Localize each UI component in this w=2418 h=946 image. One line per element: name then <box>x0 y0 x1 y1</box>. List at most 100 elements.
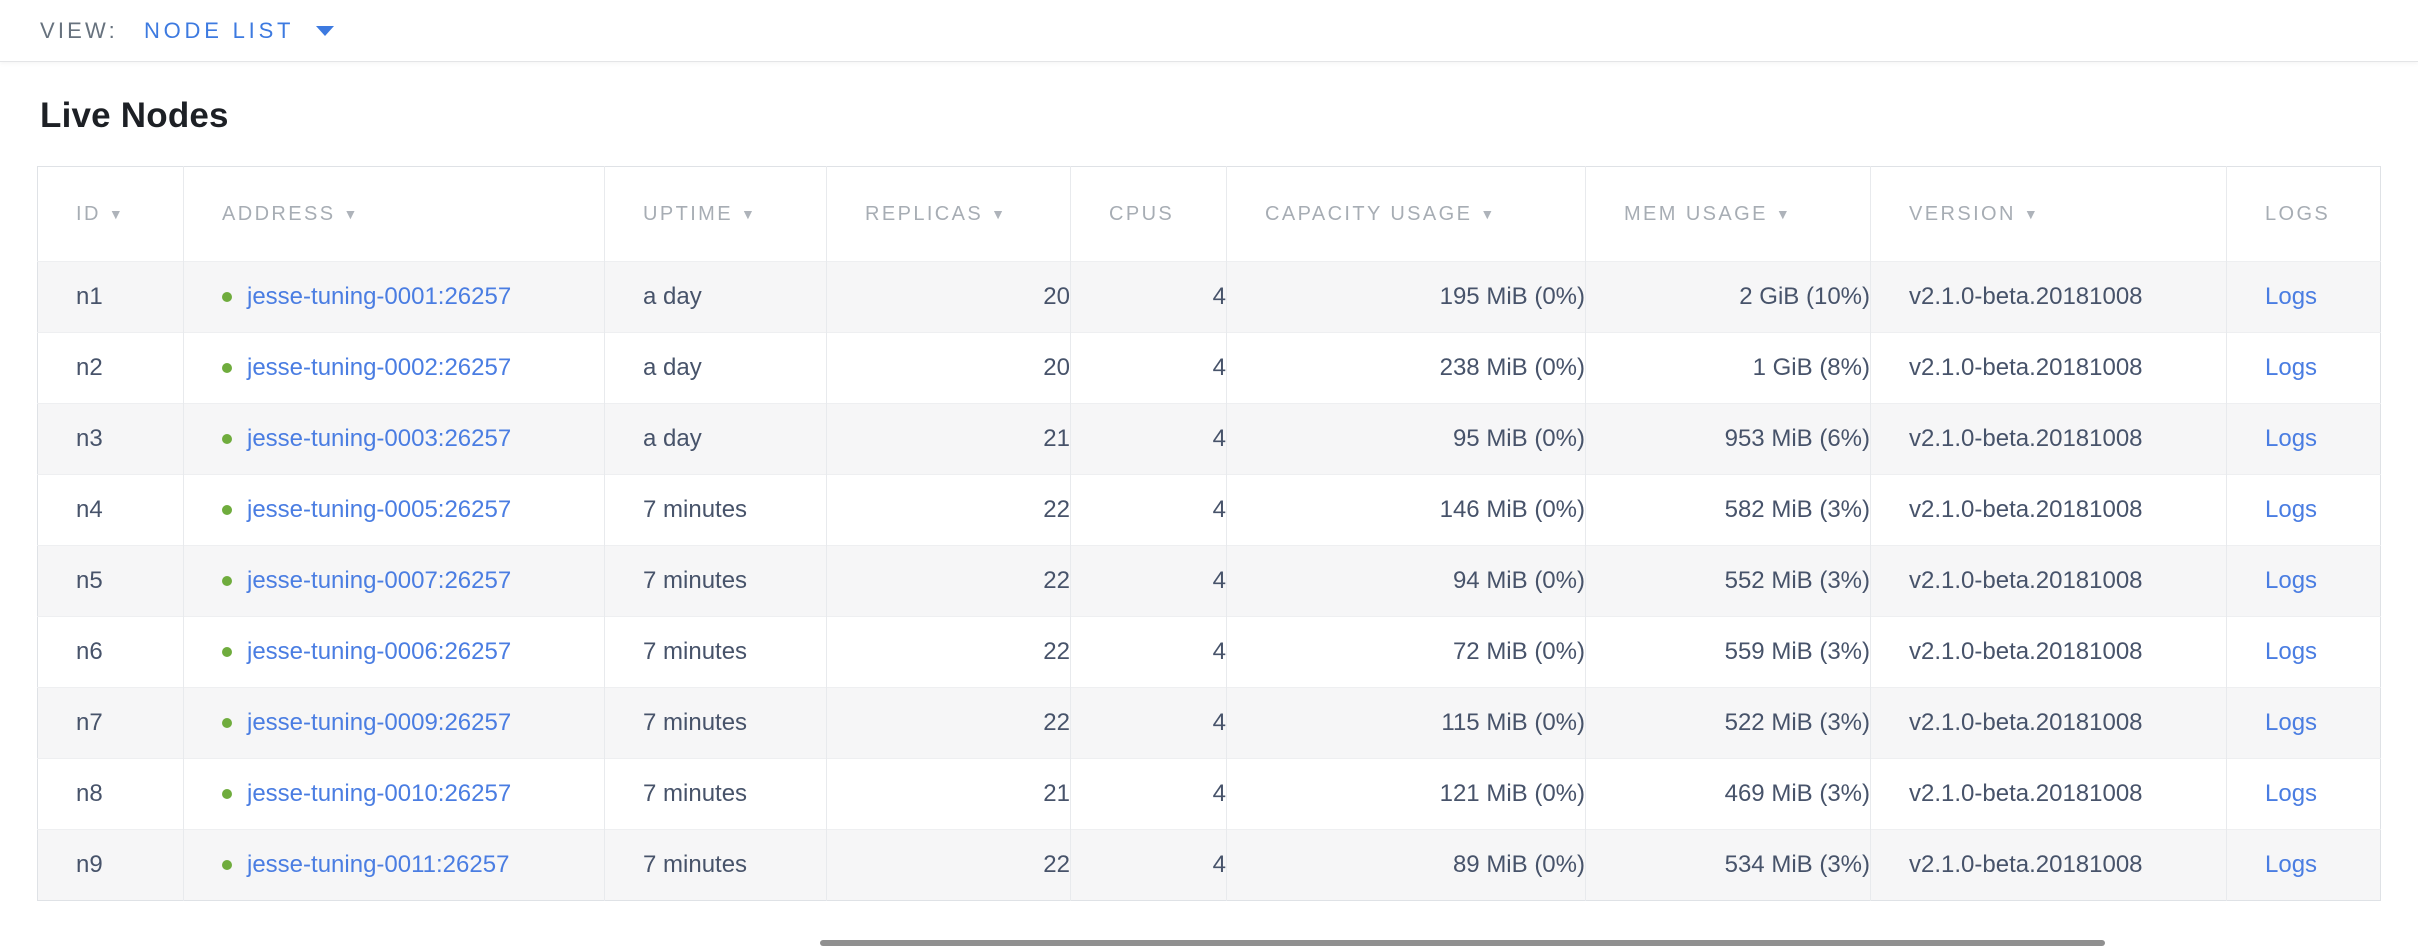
sort-desc-icon: ▼ <box>108 205 126 222</box>
column-header-label: VERSION <box>1909 202 2016 225</box>
node-uptime-cell: 7 minutes <box>604 687 827 759</box>
logs-link[interactable]: Logs <box>2265 354 2318 381</box>
node-live-status-icon <box>222 718 232 728</box>
logs-link[interactable]: Logs <box>2265 709 2318 736</box>
column-header-address[interactable]: ADDRESS ▼ <box>183 166 605 262</box>
horizontal-scrollbar[interactable] <box>820 940 2105 946</box>
node-id-cell: n4 <box>37 474 184 546</box>
column-header-mem-usage[interactable]: MEM USAGE ▼ <box>1585 166 1871 262</box>
node-address-link[interactable]: jesse-tuning-0006:26257 <box>247 638 512 665</box>
node-logs-cell: Logs <box>2226 545 2381 617</box>
node-logs-cell: Logs <box>2226 616 2381 688</box>
logs-link[interactable]: Logs <box>2265 638 2318 665</box>
sort-desc-icon: ▼ <box>740 205 758 222</box>
node-address-cell: jesse-tuning-0007:26257 <box>183 545 605 617</box>
column-header-capacity-usage[interactable]: CAPACITY USAGE ▼ <box>1226 166 1586 262</box>
sort-desc-icon: ▼ <box>991 205 1008 222</box>
node-capacity-usage-cell: 115 MiB (0%) <box>1226 687 1586 759</box>
node-logs-cell: Logs <box>2226 261 2381 333</box>
node-address-cell: jesse-tuning-0005:26257 <box>183 474 605 546</box>
logs-link[interactable]: Logs <box>2265 851 2318 878</box>
node-cpus-cell: 4 <box>1070 332 1227 404</box>
page-title: Live Nodes <box>40 96 229 135</box>
node-mem-usage-cell: 2 GiB (10%) <box>1585 261 1871 333</box>
node-uptime-cell: a day <box>604 403 827 475</box>
column-header-replicas[interactable]: REPLICAS ▼ <box>826 166 1071 262</box>
node-live-status-icon <box>222 789 232 799</box>
node-version-cell: v2.1.0-beta.20181008 <box>1870 545 2227 617</box>
node-cpus-cell: 4 <box>1070 403 1227 475</box>
node-live-status-icon <box>222 363 232 373</box>
node-uptime-cell: 7 minutes <box>604 758 827 830</box>
node-live-status-icon <box>222 292 232 302</box>
node-capacity-usage-cell: 94 MiB (0%) <box>1226 545 1586 617</box>
node-address-link[interactable]: jesse-tuning-0011:26257 <box>247 851 510 878</box>
node-address-link[interactable]: jesse-tuning-0005:26257 <box>247 496 512 523</box>
view-dropdown[interactable]: NODE LIST <box>143 17 335 44</box>
node-replicas-cell: 22 <box>826 829 1071 901</box>
node-capacity-usage-cell: 72 MiB (0%) <box>1226 616 1586 688</box>
column-header-uptime[interactable]: UPTIME ▼ <box>604 166 827 262</box>
node-uptime-cell: a day <box>604 332 827 404</box>
node-mem-usage-cell: 559 MiB (3%) <box>1585 616 1871 688</box>
node-live-status-icon <box>222 647 232 657</box>
node-id-cell: n1 <box>37 261 184 333</box>
node-capacity-usage-cell: 89 MiB (0%) <box>1226 829 1586 901</box>
caret-down-icon <box>316 25 335 36</box>
node-cpus-cell: 4 <box>1070 758 1227 830</box>
node-version-cell: v2.1.0-beta.20181008 <box>1870 332 2227 404</box>
node-id-cell: n9 <box>37 829 184 901</box>
node-address-cell: jesse-tuning-0010:26257 <box>183 758 605 830</box>
node-replicas-cell: 20 <box>826 261 1071 333</box>
node-version-cell: v2.1.0-beta.20181008 <box>1870 687 2227 759</box>
node-table-body: n1 jesse-tuning-0001:26257 a day 20 4 19… <box>37 261 2381 901</box>
table-row: n7 jesse-tuning-0009:26257 7 minutes 22 … <box>37 687 2381 759</box>
view-bar: VIEW: NODE LIST <box>0 0 2418 62</box>
node-address-link[interactable]: jesse-tuning-0003:26257 <box>247 425 512 452</box>
sort-desc-icon: ▼ <box>1480 205 1497 222</box>
node-live-status-icon <box>222 576 232 586</box>
node-address-cell: jesse-tuning-0009:26257 <box>183 687 605 759</box>
node-address-link[interactable]: jesse-tuning-0007:26257 <box>247 567 512 594</box>
live-nodes-table-container: ID ▼ ADDRESS ▼ UPTIME ▼ REPLICAS ▼ CPUS CAPA… <box>37 166 2381 901</box>
node-mem-usage-cell: 552 MiB (3%) <box>1585 545 1871 617</box>
logs-link[interactable]: Logs <box>2265 780 2318 807</box>
logs-link[interactable]: Logs <box>2265 425 2318 452</box>
node-replicas-cell: 22 <box>826 616 1071 688</box>
logs-link[interactable]: Logs <box>2265 283 2318 310</box>
node-cpus-cell: 4 <box>1070 616 1227 688</box>
node-address-link[interactable]: jesse-tuning-0001:26257 <box>247 283 512 310</box>
node-uptime-cell: a day <box>604 261 827 333</box>
node-logs-cell: Logs <box>2226 758 2381 830</box>
node-logs-cell: Logs <box>2226 687 2381 759</box>
node-address-link[interactable]: jesse-tuning-0009:26257 <box>247 709 512 736</box>
node-mem-usage-cell: 469 MiB (3%) <box>1585 758 1871 830</box>
logs-link[interactable]: Logs <box>2265 496 2318 523</box>
table-row: n3 jesse-tuning-0003:26257 a day 21 4 95… <box>37 403 2381 475</box>
node-address-cell: jesse-tuning-0006:26257 <box>183 616 605 688</box>
node-uptime-cell: 7 minutes <box>604 545 827 617</box>
logs-link[interactable]: Logs <box>2265 567 2318 594</box>
column-header-id[interactable]: ID ▼ <box>37 166 184 262</box>
node-cpus-cell: 4 <box>1070 474 1227 546</box>
table-row: n6 jesse-tuning-0006:26257 7 minutes 22 … <box>37 616 2381 688</box>
sort-desc-icon: ▼ <box>343 205 360 222</box>
column-header-version[interactable]: VERSION ▼ <box>1870 166 2227 262</box>
node-address-link[interactable]: jesse-tuning-0002:26257 <box>247 354 512 381</box>
column-header-label: ID <box>76 202 101 225</box>
node-mem-usage-cell: 1 GiB (8%) <box>1585 332 1871 404</box>
node-capacity-usage-cell: 146 MiB (0%) <box>1226 474 1586 546</box>
column-header-label: UPTIME <box>643 202 733 225</box>
node-address-link[interactable]: jesse-tuning-0010:26257 <box>247 780 512 807</box>
table-row: n8 jesse-tuning-0010:26257 7 minutes 21 … <box>37 758 2381 830</box>
node-id-cell: n5 <box>37 545 184 617</box>
column-header-label: REPLICAS <box>865 202 984 225</box>
node-address-cell: jesse-tuning-0001:26257 <box>183 261 605 333</box>
node-version-cell: v2.1.0-beta.20181008 <box>1870 829 2227 901</box>
view-dropdown-value: NODE LIST <box>143 17 295 43</box>
node-live-status-icon <box>222 434 232 444</box>
node-id-cell: n2 <box>37 332 184 404</box>
column-header-label: ADDRESS <box>222 202 336 225</box>
column-header-label: LOGS <box>2265 202 2331 225</box>
node-live-status-icon <box>222 505 232 515</box>
